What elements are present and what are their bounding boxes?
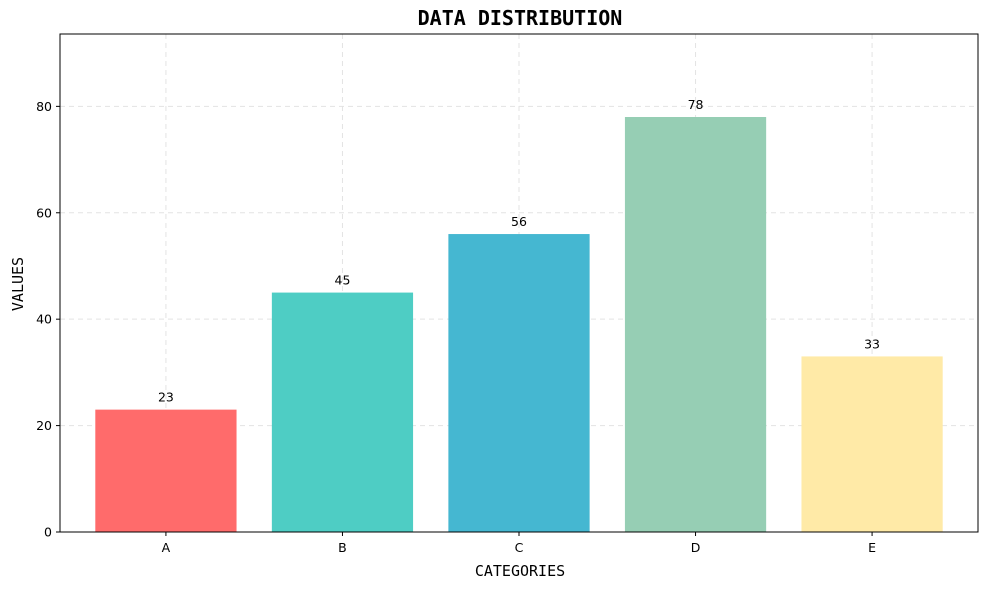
y-tick-label-2: 40 [36,312,52,327]
bar-A [95,409,237,532]
data-label-A: 23 [158,390,174,405]
x-tick-label-D: D [691,540,701,555]
data-label-C: 56 [511,214,527,229]
bar-C [448,234,590,533]
y-axis-ticks: 0 20 40 60 80 [36,99,60,540]
x-tick-label-E: E [868,540,876,555]
chart-title: DATA DISTRIBUTION [418,6,623,30]
data-labels: 23 45 56 78 33 [158,97,880,405]
y-axis-label: VALUES [9,257,27,311]
x-tick-label-B: B [338,540,347,555]
y-tick-label-4: 80 [36,99,52,114]
y-tick-label-1: 20 [36,418,52,433]
x-tick-label-C: C [515,540,524,555]
bar-D [624,117,767,532]
data-label-E: 33 [864,336,880,351]
data-label-B: 45 [335,273,351,288]
bars [95,117,943,533]
y-tick-label-0: 0 [44,525,52,540]
bar-E [801,356,943,532]
x-tick-label-A: A [162,540,171,555]
plot-area-frame [59,33,979,533]
bar-B [271,292,414,532]
data-label-D: 78 [688,97,704,112]
x-axis-label: CATEGORIES [475,562,565,580]
y-tick-label-3: 60 [36,205,52,220]
x-axis-ticks: A B C D E [162,532,876,555]
